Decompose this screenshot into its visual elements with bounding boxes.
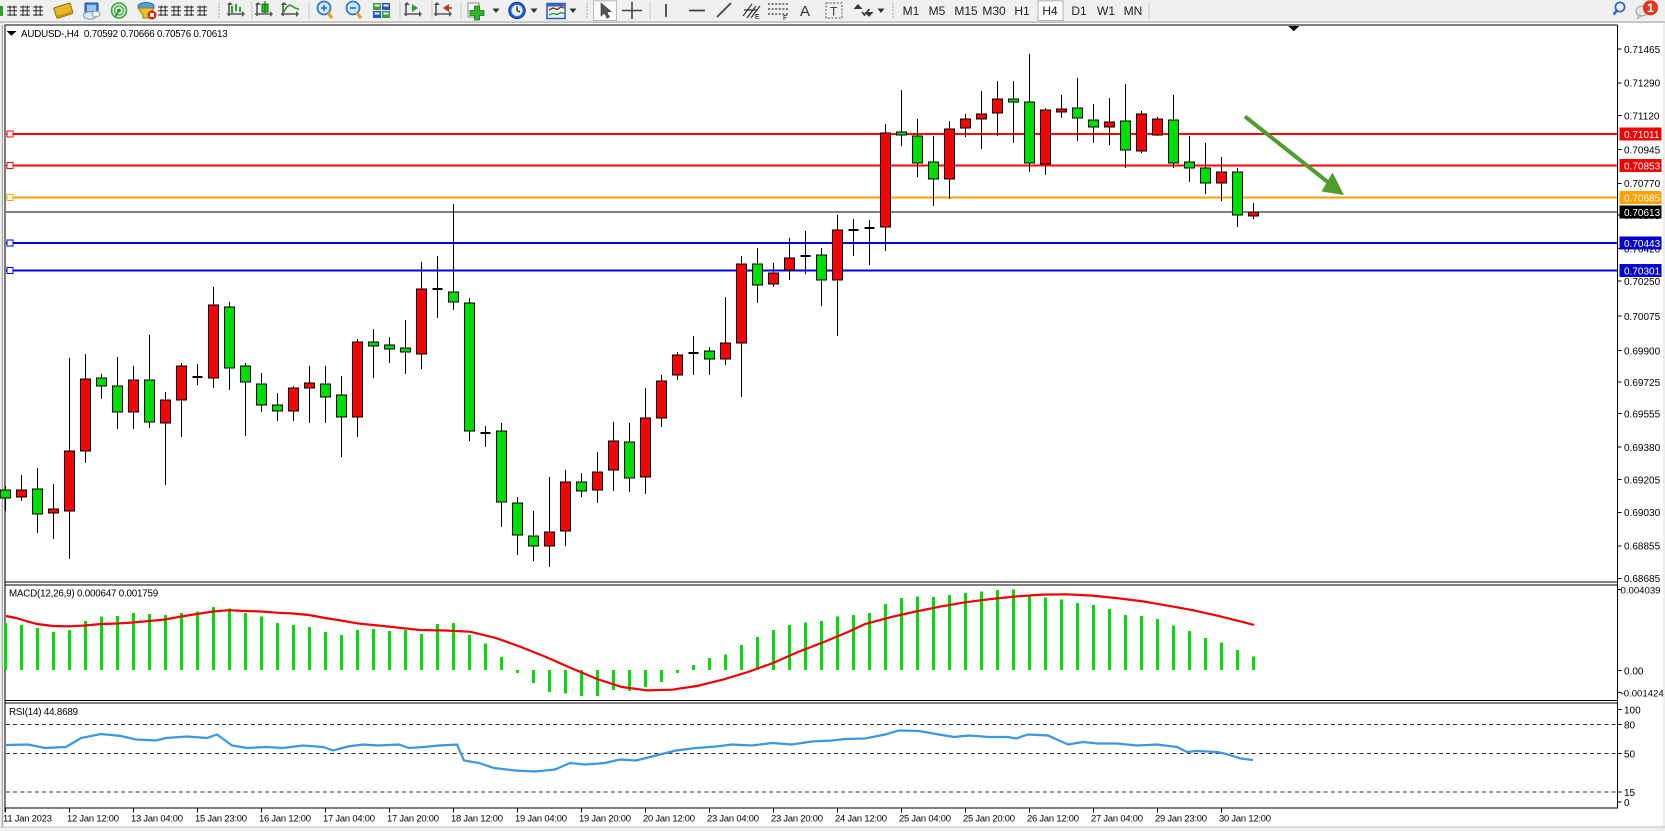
svg-text:25 Jan 04:00: 25 Jan 04:00 bbox=[899, 813, 951, 824]
svg-text:0.70443: 0.70443 bbox=[1624, 239, 1661, 250]
svg-text:0.70685: 0.70685 bbox=[1624, 194, 1661, 205]
svg-text:17 Jan 04:00: 17 Jan 04:00 bbox=[323, 813, 375, 824]
svg-text:0.69725: 0.69725 bbox=[1624, 378, 1661, 389]
svg-text:W1: W1 bbox=[1097, 4, 1115, 18]
svg-text:0.69205: 0.69205 bbox=[1624, 475, 1661, 486]
svg-text:0.70770: 0.70770 bbox=[1624, 179, 1661, 190]
svg-text:19 Jan 20:00: 19 Jan 20:00 bbox=[579, 813, 631, 824]
svg-text:F: F bbox=[783, 15, 787, 22]
svg-text:MN: MN bbox=[1124, 4, 1143, 18]
svg-text:15 Jan 23:00: 15 Jan 23:00 bbox=[195, 813, 247, 824]
svg-text:18 Jan 12:00: 18 Jan 12:00 bbox=[451, 813, 503, 824]
svg-text:M1: M1 bbox=[903, 4, 920, 18]
svg-text:0.69030: 0.69030 bbox=[1624, 508, 1661, 519]
svg-text:M30: M30 bbox=[982, 4, 1006, 18]
svg-text:27 Jan 04:00: 27 Jan 04:00 bbox=[1091, 813, 1143, 824]
svg-text:11 Jan 2023: 11 Jan 2023 bbox=[3, 813, 52, 824]
svg-text:0: 0 bbox=[1624, 798, 1630, 809]
svg-text:0.70250: 0.70250 bbox=[1624, 277, 1661, 288]
svg-text:80: 80 bbox=[1624, 720, 1636, 731]
svg-text:0.68685: 0.68685 bbox=[1624, 574, 1661, 585]
svg-text:15: 15 bbox=[1624, 788, 1636, 799]
svg-text:0.71465: 0.71465 bbox=[1624, 45, 1661, 56]
svg-text:23 Jan 20:00: 23 Jan 20:00 bbox=[771, 813, 823, 824]
svg-text:T: T bbox=[830, 5, 838, 19]
svg-text:0.69900: 0.69900 bbox=[1624, 346, 1661, 357]
svg-text:24 Jan 12:00: 24 Jan 12:00 bbox=[835, 813, 887, 824]
svg-text:25 Jan 20:00: 25 Jan 20:00 bbox=[963, 813, 1015, 824]
svg-text:0.69380: 0.69380 bbox=[1624, 443, 1661, 454]
svg-text:12 Jan 12:00: 12 Jan 12:00 bbox=[67, 813, 119, 824]
svg-text:M5: M5 bbox=[929, 4, 946, 18]
svg-text:0.004039: 0.004039 bbox=[1621, 585, 1661, 596]
svg-text:0.69555: 0.69555 bbox=[1624, 410, 1661, 421]
svg-text:26 Jan 12:00: 26 Jan 12:00 bbox=[1027, 813, 1079, 824]
svg-text:23 Jan 04:00: 23 Jan 04:00 bbox=[707, 813, 759, 824]
svg-text:0.68855: 0.68855 bbox=[1624, 542, 1661, 553]
svg-text:RSI(14) 44.8689: RSI(14) 44.8689 bbox=[9, 707, 78, 718]
svg-text:D1: D1 bbox=[1071, 4, 1087, 18]
svg-text:0.71011: 0.71011 bbox=[1624, 130, 1660, 141]
svg-text:0.00: 0.00 bbox=[1624, 666, 1644, 677]
svg-text:20 Jan 12:00: 20 Jan 12:00 bbox=[643, 813, 695, 824]
svg-text:M15: M15 bbox=[954, 4, 978, 18]
svg-text:0.70853: 0.70853 bbox=[1624, 162, 1661, 173]
svg-text:100: 100 bbox=[1624, 706, 1641, 717]
svg-text:AUDUSD-,H4 0.70592 0.70666 0.: AUDUSD-,H4 0.70592 0.70666 0.70576 0.706… bbox=[21, 29, 228, 40]
svg-text:A: A bbox=[800, 3, 810, 20]
svg-text:MACD(12,26,9) 0.000647 0.00175: MACD(12,26,9) 0.000647 0.001759 bbox=[9, 589, 158, 600]
svg-text:H4: H4 bbox=[1042, 4, 1058, 18]
svg-text:0.71120: 0.71120 bbox=[1624, 112, 1660, 123]
svg-text:19 Jan 04:00: 19 Jan 04:00 bbox=[515, 813, 567, 824]
svg-text:13 Jan 04:00: 13 Jan 04:00 bbox=[131, 813, 183, 824]
svg-text:0.70075: 0.70075 bbox=[1624, 312, 1661, 323]
svg-text:0.70420: 0.70420 bbox=[1624, 244, 1661, 255]
svg-text:0.70301: 0.70301 bbox=[1624, 267, 1661, 278]
svg-text:H1: H1 bbox=[1014, 4, 1030, 18]
svg-text:0.70613: 0.70613 bbox=[1624, 208, 1661, 219]
svg-text:17 Jan 20:00: 17 Jan 20:00 bbox=[387, 813, 439, 824]
svg-text:30 Jan 12:00: 30 Jan 12:00 bbox=[1219, 813, 1271, 824]
svg-text:0.71290: 0.71290 bbox=[1624, 79, 1661, 90]
svg-text:-0.001424: -0.001424 bbox=[1621, 689, 1665, 700]
svg-text:0.70945: 0.70945 bbox=[1624, 145, 1661, 156]
svg-text:1: 1 bbox=[1647, 1, 1654, 15]
svg-text:50: 50 bbox=[1624, 750, 1636, 761]
svg-text:29 Jan 23:00: 29 Jan 23:00 bbox=[1155, 813, 1207, 824]
svg-text:16 Jan 12:00: 16 Jan 12:00 bbox=[259, 813, 311, 824]
svg-text:E: E bbox=[755, 14, 760, 21]
